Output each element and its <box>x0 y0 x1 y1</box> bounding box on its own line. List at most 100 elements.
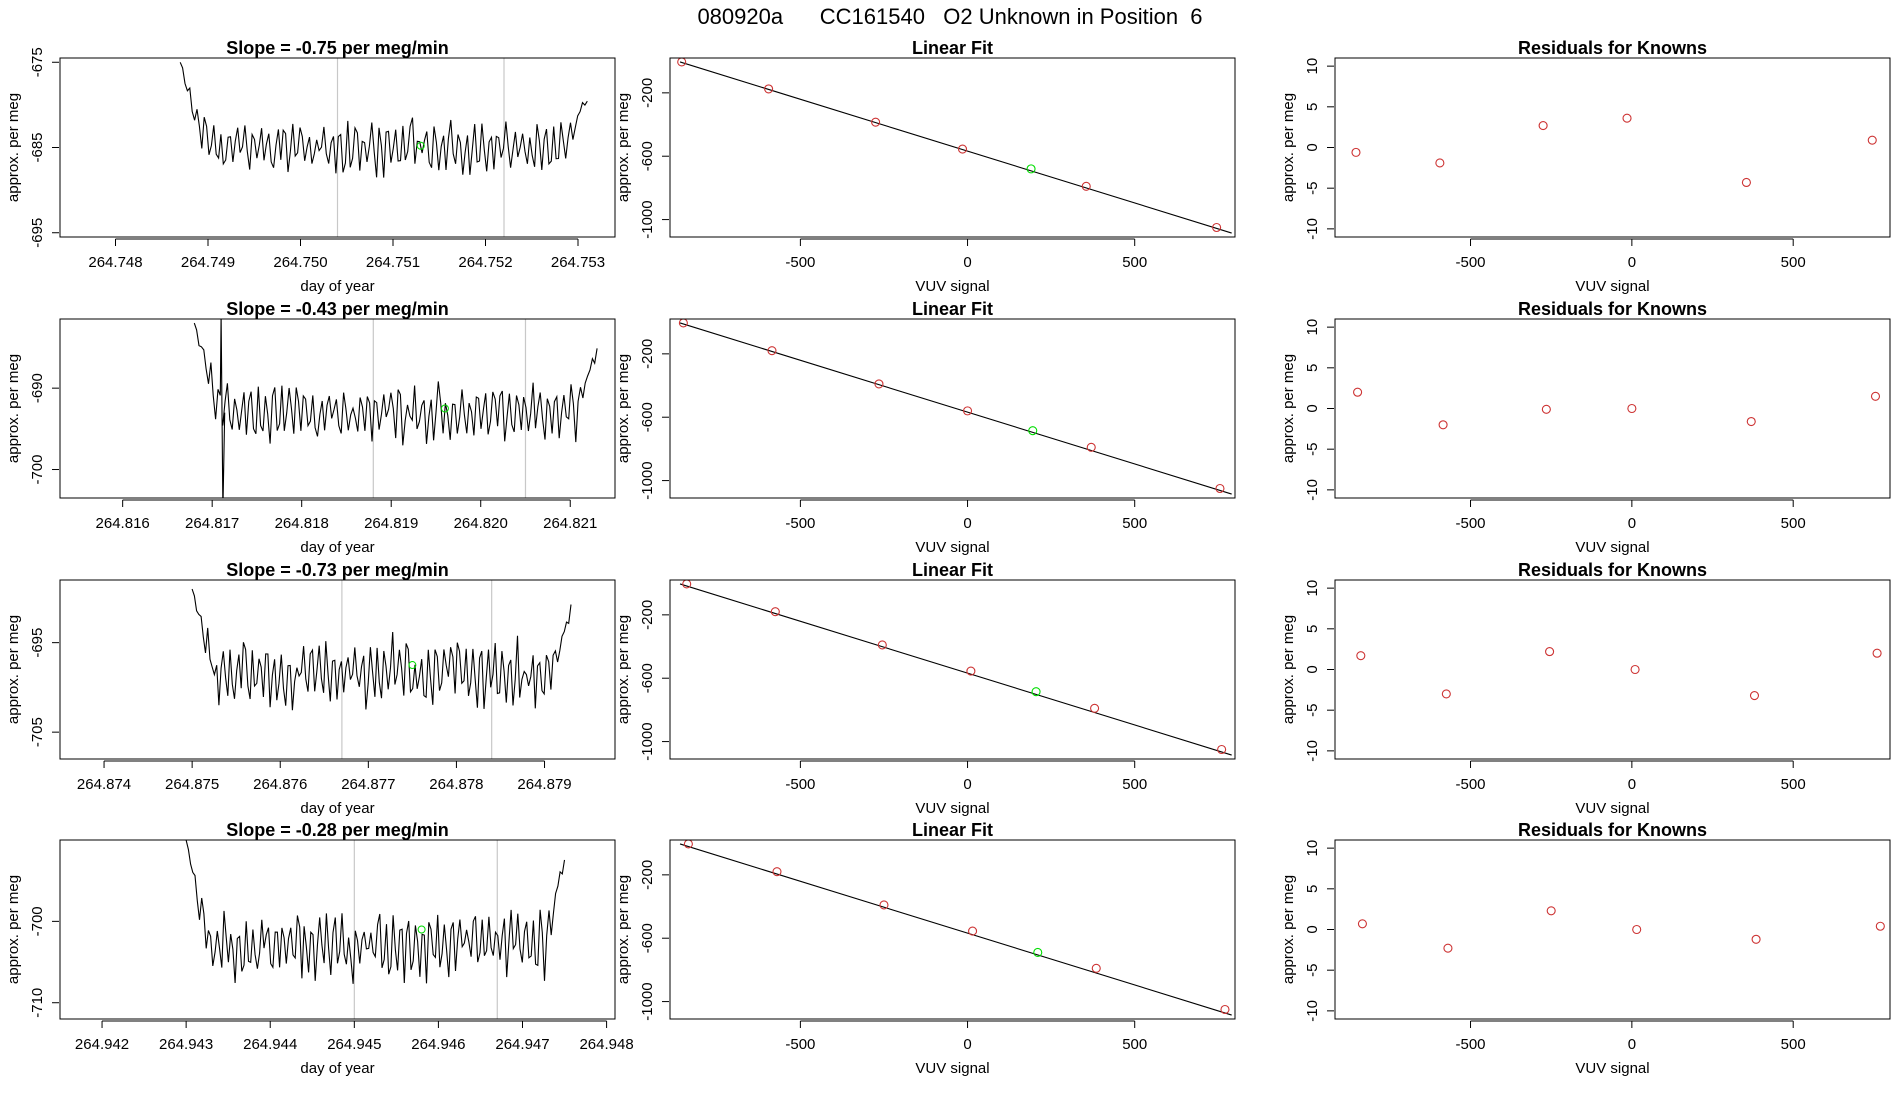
panel-title: Slope = -0.75 per meg/min <box>226 38 449 58</box>
x-tick-label: 264.750 <box>273 254 327 271</box>
panel-title: Slope = -0.28 per meg/min <box>226 820 449 840</box>
y-tick-label: 10 <box>1304 840 1321 857</box>
data-trace-line <box>185 840 566 984</box>
x-axis-label: day of year <box>300 539 374 556</box>
plot-area <box>679 840 1232 1016</box>
known-point-marker <box>968 926 978 936</box>
y-tick-label: -5 <box>1304 964 1321 977</box>
x-tick-label: 500 <box>1122 254 1147 271</box>
y-tick-label: 0 <box>1304 143 1321 151</box>
x-tick-label: 264.942 <box>75 1036 129 1053</box>
y-tick-label: 5 <box>1304 625 1321 633</box>
y-axis-label: approx. per meg <box>5 93 22 202</box>
known-point-marker <box>1438 420 1448 430</box>
x-tick-label: -500 <box>1456 515 1486 532</box>
plot-frame <box>669 57 1236 238</box>
panel-3-1 <box>52 579 616 768</box>
data-trace-line <box>193 319 598 498</box>
x-axis-label: day of year <box>300 1060 374 1077</box>
y-tick-label: -1000 <box>639 982 656 1020</box>
x-tick-label: 500 <box>1122 776 1147 793</box>
known-point-marker <box>1435 158 1445 168</box>
x-tick-label: 264.816 <box>96 515 150 532</box>
fit-line <box>679 583 1232 756</box>
known-point-marker <box>1627 403 1637 414</box>
known-point-marker <box>1630 664 1640 675</box>
known-point-marker <box>764 84 774 94</box>
known-point-marker <box>871 117 881 127</box>
panel-title: Residuals for Knowns <box>1518 560 1707 580</box>
x-tick-label: -500 <box>1456 776 1486 793</box>
y-tick-label: -10 <box>1304 218 1321 240</box>
x-axis-label: VUV signal <box>1575 1060 1649 1077</box>
known-point-marker <box>1351 147 1361 157</box>
known-point-marker <box>1357 919 1367 929</box>
y-tick-label: -10 <box>1304 479 1321 501</box>
y-tick-label: -695 <box>29 218 46 248</box>
y-tick-label: 0 <box>1304 925 1321 933</box>
unknown-point-marker <box>440 404 449 413</box>
x-tick-label: 264.944 <box>243 1036 297 1053</box>
y-axis-label: approx. per meg <box>1280 615 1297 724</box>
x-tick-label: -500 <box>1456 1036 1486 1053</box>
known-point-marker <box>1091 963 1101 973</box>
x-tick-label: 264.820 <box>454 515 508 532</box>
x-tick-label: 264.945 <box>327 1036 381 1053</box>
known-point-marker <box>1081 181 1091 191</box>
page-title: 080920a CC161540 O2 Unknown in Position … <box>697 4 1203 29</box>
unknown-point-marker <box>416 141 425 150</box>
x-tick-label: 264.878 <box>429 776 483 793</box>
data-trace-line <box>191 588 572 711</box>
y-tick-label: 5 <box>1304 885 1321 893</box>
x-tick-label: -500 <box>1456 254 1486 271</box>
y-tick-label: -5 <box>1304 443 1321 456</box>
panel-title: Residuals for Knowns <box>1518 38 1707 58</box>
plot-frame <box>669 839 1236 1020</box>
x-tick-label: -500 <box>785 776 815 793</box>
known-point-marker <box>957 144 968 154</box>
plot-frame <box>59 579 616 760</box>
known-point-marker <box>1356 651 1366 661</box>
x-tick-label: -500 <box>785 515 815 532</box>
known-point-marker <box>1541 404 1551 414</box>
x-tick-label: 264.876 <box>253 776 307 793</box>
plot-area <box>1351 113 1877 188</box>
known-point-marker <box>879 900 889 910</box>
x-tick-label: 500 <box>1122 1036 1147 1053</box>
y-axis-label: approx. per meg <box>615 875 632 984</box>
y-tick-label: -600 <box>639 402 656 432</box>
known-point-marker <box>1872 648 1882 658</box>
known-point-marker <box>1741 177 1751 188</box>
y-tick-label: -700 <box>29 455 46 485</box>
x-tick-label: 500 <box>1781 515 1806 532</box>
plot-area <box>179 58 588 237</box>
y-axis-label: approx. per meg <box>615 93 632 202</box>
plot-area <box>185 840 566 1019</box>
x-tick-label: 264.752 <box>458 254 512 271</box>
x-tick-label: 0 <box>963 1036 971 1053</box>
y-axis-label: approx. per meg <box>5 875 22 984</box>
panel-2-1 <box>52 318 616 507</box>
known-point-marker <box>877 640 887 650</box>
known-point-marker <box>1353 387 1363 397</box>
panel-title: Linear Fit <box>912 820 993 840</box>
y-tick-label: -685 <box>29 132 46 162</box>
y-tick-label: -600 <box>639 141 656 171</box>
panel-2-2 <box>662 318 1236 507</box>
y-axis-label: approx. per meg <box>615 615 632 724</box>
x-tick-label: 264.749 <box>181 254 235 271</box>
known-point-marker <box>1090 703 1100 713</box>
x-tick-label: 264.877 <box>341 776 395 793</box>
panel-title: Residuals for Knowns <box>1518 820 1707 840</box>
known-point-marker <box>1751 934 1761 944</box>
y-axis-label: approx. per meg <box>615 354 632 463</box>
y-tick-label: 0 <box>1304 404 1321 412</box>
x-tick-label: 264.874 <box>77 776 131 793</box>
known-point-marker <box>1867 135 1877 145</box>
panel-title: Linear Fit <box>912 299 993 319</box>
y-tick-label: 0 <box>1304 665 1321 673</box>
x-tick-label: 264.947 <box>495 1036 549 1053</box>
y-tick-label: 10 <box>1304 319 1321 336</box>
known-point-marker <box>1870 391 1881 401</box>
y-tick-label: 5 <box>1304 103 1321 111</box>
